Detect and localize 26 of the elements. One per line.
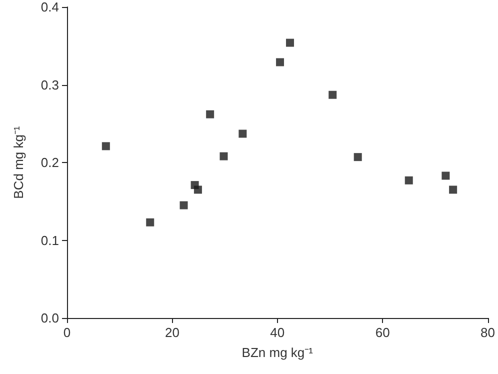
y-tick-label: 0.4 xyxy=(40,0,59,14)
point xyxy=(276,58,284,66)
x-tick-label: 20 xyxy=(164,325,180,340)
y-tick-label: 0.3 xyxy=(40,77,59,92)
y-tick-label: 0.1 xyxy=(40,232,59,248)
x-tick-label: 40 xyxy=(270,325,285,340)
point xyxy=(238,130,247,138)
point xyxy=(180,201,188,210)
point xyxy=(404,176,413,184)
point xyxy=(220,152,228,160)
point xyxy=(194,186,202,194)
point xyxy=(206,110,214,118)
point xyxy=(442,172,450,180)
point xyxy=(328,90,337,99)
point xyxy=(354,153,362,162)
y-tick-label: 0.0 xyxy=(40,310,59,326)
point xyxy=(449,186,458,194)
point xyxy=(146,218,154,226)
point xyxy=(102,142,110,150)
x-tick-label: 80 xyxy=(480,325,496,340)
y-axis-title: BCd mg kg⁻¹ xyxy=(11,126,26,199)
x-axis-title: BZn mg kg⁻¹ xyxy=(242,345,314,360)
y-tick-label: 0.2 xyxy=(40,155,59,170)
x-tick-label: 0 xyxy=(63,325,71,340)
point xyxy=(286,38,294,47)
x-tick-label: 60 xyxy=(375,325,390,340)
